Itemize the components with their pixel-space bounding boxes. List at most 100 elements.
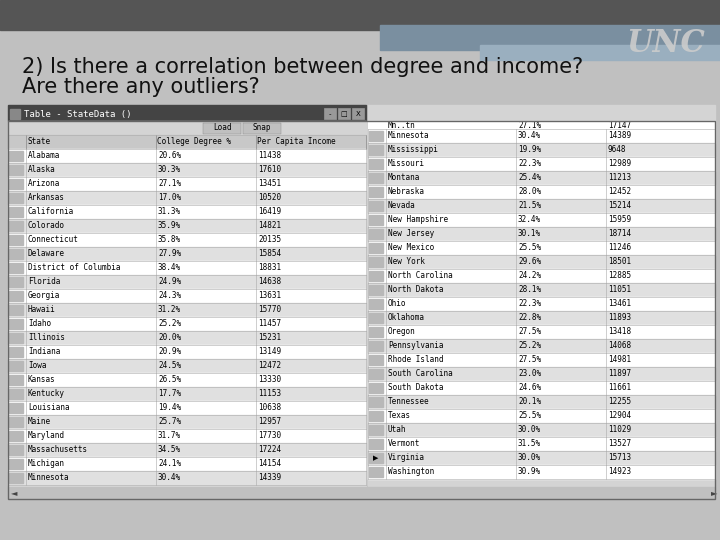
Text: 12904: 12904 xyxy=(608,411,631,421)
Text: X: X xyxy=(356,111,361,117)
Bar xyxy=(368,199,715,213)
Text: 24.1%: 24.1% xyxy=(158,460,181,469)
Bar xyxy=(9,263,23,273)
Bar xyxy=(8,233,366,247)
Text: ▶: ▶ xyxy=(373,455,379,461)
Text: 31.7%: 31.7% xyxy=(158,431,181,441)
Text: 31.5%: 31.5% xyxy=(518,440,541,449)
Bar xyxy=(368,339,715,353)
Text: 11029: 11029 xyxy=(608,426,631,435)
Text: 25.7%: 25.7% xyxy=(158,417,181,427)
Bar xyxy=(9,431,23,441)
Text: Texas: Texas xyxy=(388,411,411,421)
Bar xyxy=(9,459,23,469)
Bar xyxy=(369,285,383,295)
Text: 11246: 11246 xyxy=(608,244,631,253)
Text: Oregon: Oregon xyxy=(388,327,415,336)
Text: Alabama: Alabama xyxy=(28,152,60,160)
Text: Per Capita Income: Per Capita Income xyxy=(257,138,336,146)
Text: 12989: 12989 xyxy=(608,159,631,168)
Text: Florida: Florida xyxy=(28,278,60,287)
Text: 23.0%: 23.0% xyxy=(518,369,541,379)
Bar xyxy=(368,129,715,143)
Text: 32.4%: 32.4% xyxy=(518,215,541,225)
Text: Snap: Snap xyxy=(253,124,271,132)
Text: 25.2%: 25.2% xyxy=(158,320,181,328)
Bar xyxy=(369,271,383,281)
Text: □: □ xyxy=(341,111,347,117)
Bar xyxy=(8,373,366,387)
Bar xyxy=(369,215,383,225)
Text: 15854: 15854 xyxy=(258,249,281,259)
Bar xyxy=(203,123,241,134)
Text: 20.1%: 20.1% xyxy=(518,397,541,407)
Text: Mn..tn: Mn..tn xyxy=(388,120,415,130)
Text: 20.0%: 20.0% xyxy=(158,334,181,342)
Bar xyxy=(8,121,715,499)
Bar xyxy=(9,361,23,371)
Text: 17730: 17730 xyxy=(258,431,281,441)
Bar xyxy=(368,241,715,255)
Text: Idaho: Idaho xyxy=(28,320,51,328)
Text: 11897: 11897 xyxy=(608,369,631,379)
Text: Michigan: Michigan xyxy=(28,460,65,469)
Text: Connecticut: Connecticut xyxy=(28,235,79,245)
Bar xyxy=(8,163,366,177)
Bar xyxy=(8,205,366,219)
Text: Minnesota: Minnesota xyxy=(28,474,70,483)
Text: Mississippi: Mississippi xyxy=(388,145,439,154)
Text: 18831: 18831 xyxy=(258,264,281,273)
Text: College Degree %: College Degree % xyxy=(157,138,231,146)
Bar xyxy=(368,423,715,437)
Bar xyxy=(9,165,23,175)
Bar xyxy=(8,275,366,289)
Bar xyxy=(369,467,383,477)
Text: 22.3%: 22.3% xyxy=(518,159,541,168)
Bar xyxy=(368,409,715,423)
Text: 19.4%: 19.4% xyxy=(158,403,181,413)
Text: 35.9%: 35.9% xyxy=(158,221,181,231)
Bar xyxy=(338,108,350,119)
Bar xyxy=(369,173,383,183)
Text: 15231: 15231 xyxy=(258,334,281,342)
Text: 12472: 12472 xyxy=(258,361,281,370)
Text: Georgia: Georgia xyxy=(28,292,60,300)
Text: 14923: 14923 xyxy=(608,468,631,476)
Bar xyxy=(9,277,23,287)
Bar xyxy=(9,305,23,315)
Text: ►: ► xyxy=(711,489,717,497)
Bar xyxy=(8,219,366,233)
Text: New Hampshire: New Hampshire xyxy=(388,215,448,225)
Bar xyxy=(368,185,715,199)
Text: 27.5%: 27.5% xyxy=(518,355,541,364)
Bar xyxy=(9,221,23,231)
Bar xyxy=(8,429,366,443)
Text: 11457: 11457 xyxy=(258,320,281,328)
Text: 17610: 17610 xyxy=(258,165,281,174)
Text: 13149: 13149 xyxy=(258,348,281,356)
Bar xyxy=(9,445,23,455)
Text: 30.0%: 30.0% xyxy=(518,454,541,462)
Bar xyxy=(8,105,366,121)
Text: Minnesota: Minnesota xyxy=(388,132,430,140)
Bar xyxy=(368,269,715,283)
Text: 34.5%: 34.5% xyxy=(158,446,181,455)
Text: Virginia: Virginia xyxy=(388,454,425,462)
Text: Maine: Maine xyxy=(28,417,51,427)
Bar xyxy=(8,401,366,415)
Bar xyxy=(368,395,715,409)
Text: North Dakota: North Dakota xyxy=(388,286,444,294)
Text: New York: New York xyxy=(388,258,425,267)
Text: 20.9%: 20.9% xyxy=(158,348,181,356)
Text: Table - StateData (): Table - StateData () xyxy=(24,110,132,118)
Bar xyxy=(9,151,23,161)
Text: Nevada: Nevada xyxy=(388,201,415,211)
Bar xyxy=(8,289,366,303)
Text: 10638: 10638 xyxy=(258,403,281,413)
Bar xyxy=(369,159,383,169)
Text: 15770: 15770 xyxy=(258,306,281,314)
Text: 13631: 13631 xyxy=(258,292,281,300)
Text: 11893: 11893 xyxy=(608,314,631,322)
Text: 9648: 9648 xyxy=(608,145,626,154)
Bar xyxy=(368,437,715,451)
